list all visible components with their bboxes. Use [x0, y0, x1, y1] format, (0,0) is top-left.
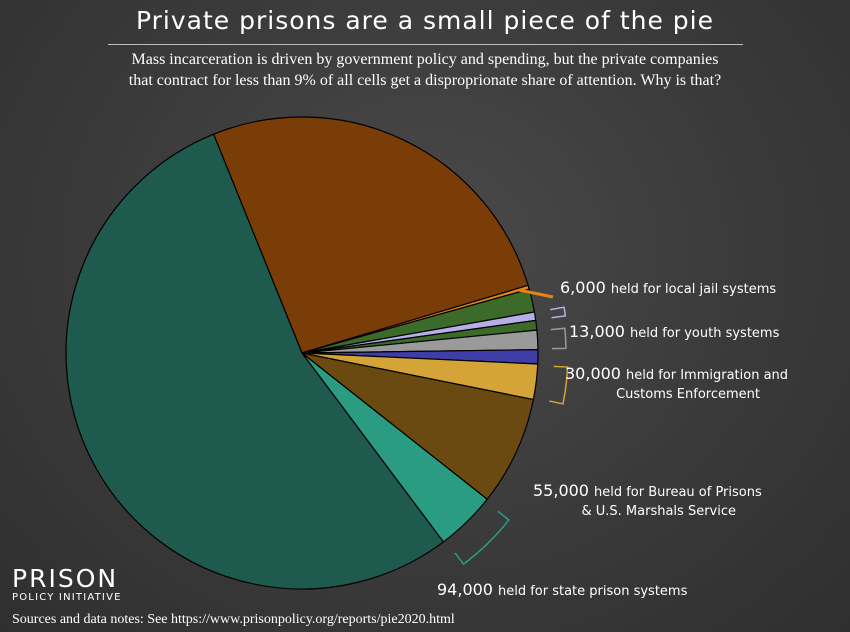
- callout-outline-state-private: [454, 510, 510, 566]
- chart-title: Private prisons are a small piece of the…: [136, 6, 714, 35]
- label-immigration-private-text: held for Immigration and: [626, 368, 788, 383]
- label-state-private-text: held for state prison systems: [498, 584, 688, 599]
- label-state-private-number: 94,000: [437, 580, 493, 599]
- title-divider: [108, 44, 743, 45]
- callout-line-local-private: [518, 288, 554, 299]
- label-federal-private-text: held for Bureau of Prisons: [594, 485, 762, 500]
- subtitle-line-2: that contract for less than 9% of all ce…: [128, 72, 722, 89]
- pie-slice-federal: [301, 352, 535, 501]
- label-federal-private-text-line-2: & U.S. Marshals Service: [581, 504, 736, 519]
- pie-slice-state-prisons: [65, 133, 445, 590]
- label-immigration-private-number: 30,000: [565, 364, 621, 383]
- label-immigration-private: 30,000 held for Immigration and: [565, 364, 788, 383]
- label-immigration-private-text-line-2: Customs Enforcement: [616, 387, 760, 402]
- pie-labels: 6,000 held for local jail systems 13,000 he…: [437, 278, 788, 599]
- logo-subtitle: POLICY INITIATIVE: [12, 592, 122, 603]
- label-youth-private-number: 13,000: [569, 322, 625, 341]
- callout-outline-youth-private: [550, 306, 567, 319]
- source-note: Sources and data notes: See https://www.…: [12, 612, 455, 627]
- logo-wordmark: PRISON: [12, 564, 119, 593]
- callout-outline-immigration-private: [550, 327, 567, 350]
- callout-outline-federal-private: [549, 365, 569, 405]
- label-local-private-number: 6,000: [560, 278, 606, 297]
- label-youth-private-text: held for youth systems: [630, 326, 780, 341]
- pie-slices: [65, 116, 539, 590]
- pie-slice-local-jails: [212, 116, 529, 354]
- chart-subtitle: Mass incarceration is driven by governme…: [60, 49, 790, 91]
- label-state-private: 94,000 held for state prison systems: [437, 580, 688, 599]
- pie-callouts: [454, 288, 569, 566]
- label-federal-private-number: 55,000: [533, 481, 589, 500]
- label-federal-private: 55,000 held for Bureau of Prisons: [533, 481, 762, 500]
- label-local-private: 6,000 held for local jail systems: [560, 278, 776, 297]
- subtitle-line-1: Mass incarceration is driven by governme…: [131, 51, 719, 68]
- label-local-private-text: held for local jail systems: [611, 282, 777, 297]
- label-youth-private: 13,000 held for youth systems: [569, 322, 780, 341]
- prison-policy-initiative-logo[interactable]: PRISON POLICY INITIATIVE: [12, 566, 122, 604]
